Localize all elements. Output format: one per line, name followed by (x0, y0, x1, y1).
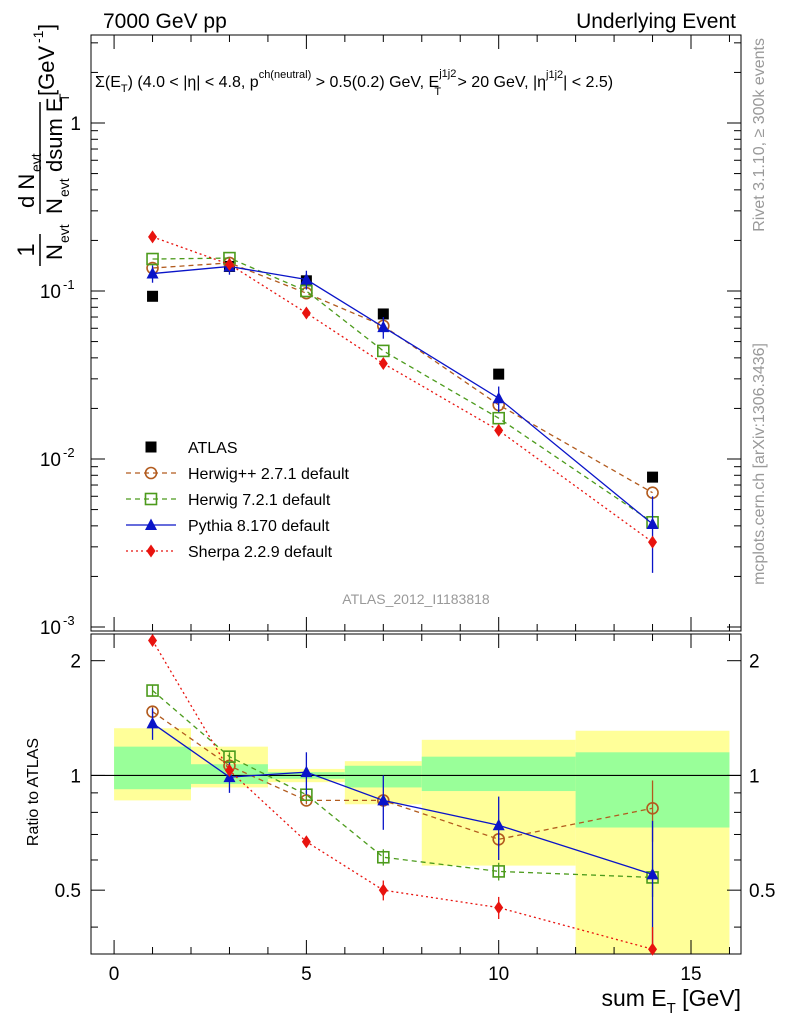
ratio-point (378, 883, 388, 897)
main-panel: 110-110-210-3 (40, 34, 742, 639)
data-point (646, 517, 659, 530)
ratio-line (151, 640, 653, 950)
ratio-point (646, 867, 659, 880)
data-point (377, 344, 390, 358)
data-point (647, 471, 659, 483)
ratio-point (648, 942, 658, 956)
y-axis-label-ratio: Ratio to ATLAS (25, 738, 42, 846)
ratio-tick-label-right: 1 (749, 766, 760, 787)
ratio-point (494, 901, 504, 915)
ratio-panel-frame (90, 633, 742, 955)
svg-text:]: ] (34, 24, 59, 30)
analysis-label: ATLAS_2012_I1183818 (342, 591, 490, 607)
svg-text:dsum E: dsum E (42, 97, 67, 172)
legend-label: ATLAS (188, 440, 238, 457)
legend-marker (145, 518, 157, 530)
y-tick-label-exponent: -2 (63, 445, 75, 460)
ratio-point (377, 793, 390, 806)
data-point (494, 423, 504, 437)
svg-text:[GeV: [GeV (34, 46, 59, 96)
ratio-point (300, 765, 313, 778)
ratio-tick-label-left: 1 (70, 766, 81, 787)
ratio-line (152, 722, 653, 876)
y-tick-label-exponent: -1 (63, 277, 75, 292)
legend-label: Pythia 8.170 default (188, 518, 330, 535)
x-tick-label: 0 (109, 964, 120, 985)
svg-text:evt: evt (56, 178, 72, 197)
mcplots-label: mcplots.cern.ch [arXiv:1306.3436] (751, 343, 768, 585)
svg-text:N: N (42, 198, 67, 214)
data-point (648, 535, 658, 549)
svg-text:N: N (42, 244, 67, 260)
series-sherpa-2-2-9-default (148, 230, 658, 956)
ratio-point (301, 835, 311, 849)
chart-title: Σ(ET) (4.0 < |η| < 4.8, pch(neutral) > 0… (95, 68, 613, 98)
ratio-point (224, 764, 234, 778)
ratio-line (152, 690, 653, 879)
main-panel-frame (90, 34, 742, 632)
legend-label: Herwig 7.2.1 default (188, 492, 331, 509)
legend-marker (146, 544, 156, 558)
ratio-panel: 2 2 1 1 0.5 0.5 0 5 10 15 (55, 633, 775, 985)
header-right: Underlying Event (576, 10, 736, 33)
x-tick-label: 15 (680, 964, 701, 985)
ratio-tick-label-left: 2 (70, 652, 81, 673)
data-point (377, 320, 390, 333)
ratio-tick-label-right: 0.5 (749, 881, 775, 902)
legend-marker (144, 492, 158, 506)
x-axis-label: sum ET [GeV] (601, 985, 741, 1017)
ratio-point (646, 801, 659, 815)
svg-text:d N: d N (14, 174, 39, 208)
svg-text:T: T (56, 93, 72, 102)
y-tick-label-exponent: -3 (63, 613, 75, 628)
ratio-point (492, 818, 505, 831)
data-point (493, 368, 505, 380)
data-point (147, 290, 159, 302)
ratio-line (152, 711, 653, 840)
rivet-label: Rivet 3.1.10, ≥ 300k events (751, 38, 768, 232)
legend-label: Herwig++ 2.7.1 default (188, 466, 350, 483)
uncertainty-band-inner (421, 756, 576, 792)
ratio-point (223, 750, 236, 763)
ratio-point (146, 684, 159, 697)
svg-text:1: 1 (13, 243, 40, 256)
x-tick-label: 5 (301, 964, 312, 985)
data-point (378, 357, 388, 371)
ratio-point (492, 865, 505, 878)
data-point (146, 252, 159, 266)
data-point (224, 257, 234, 271)
data-point (377, 308, 389, 320)
svg-text:evt: evt (56, 224, 72, 243)
data-point (146, 267, 159, 279)
ratio-point (146, 716, 159, 729)
data-point (492, 391, 505, 404)
x-tick-label: 10 (488, 964, 509, 985)
data-point (300, 273, 313, 285)
legend: ATLAS Herwig++ 2.7.1 default Herwig 7.2.1 … (126, 440, 350, 561)
series-line (152, 265, 653, 525)
y-tick-label-main: 1 (70, 114, 81, 135)
y-tick-label-main: 10 (40, 450, 61, 471)
header-left: 7000 GeV pp (103, 10, 227, 33)
y-tick-label-main: 10 (40, 282, 61, 303)
y-axis-label-main: 1 N evt d N evt N evt dsum E T [GeV -1 ] (13, 24, 72, 266)
ratio-tick-label-right: 2 (749, 652, 760, 673)
series-line (152, 257, 653, 523)
svg-text:-1: -1 (30, 30, 46, 43)
data-point (492, 411, 505, 425)
ratio-point (148, 633, 158, 647)
y-tick-label-main: 10 (40, 618, 61, 639)
uncertainty-band-inner (114, 746, 191, 790)
legend-marker (145, 441, 157, 453)
data-point (148, 230, 158, 244)
series-line (152, 262, 653, 494)
data-point (301, 306, 311, 320)
legend-marker (144, 466, 158, 480)
ratio-point (377, 850, 390, 864)
legend-label: Sherpa 2.2.9 default (188, 544, 333, 561)
ratio-tick-label-left: 0.5 (55, 881, 81, 902)
